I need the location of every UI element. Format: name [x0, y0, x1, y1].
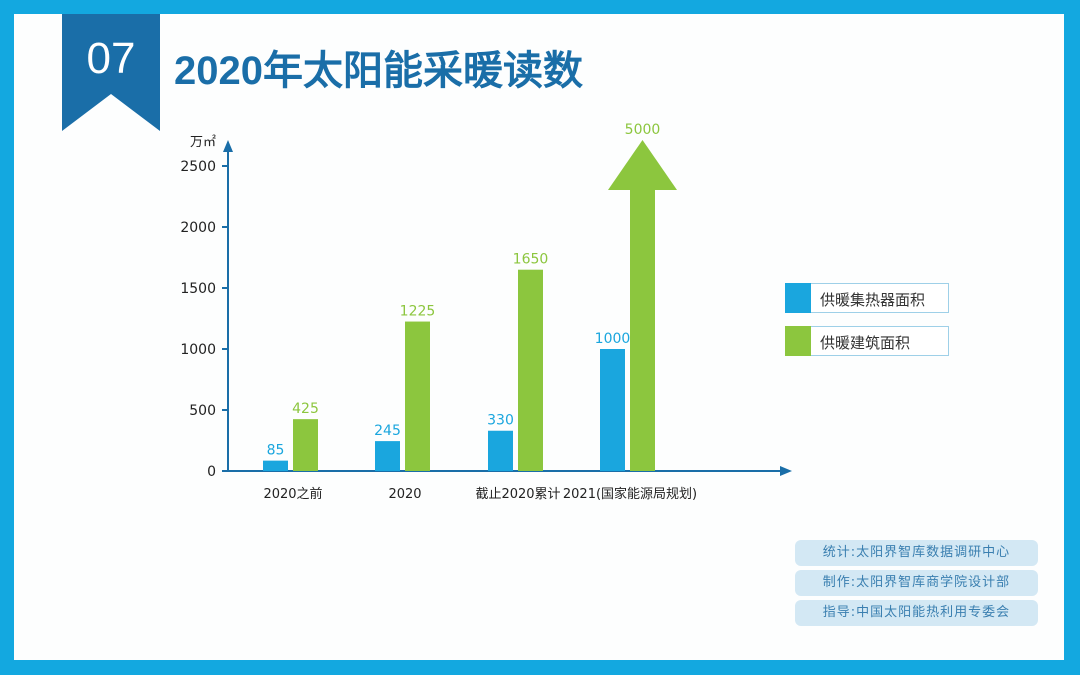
bar-value-label: 1225 — [400, 304, 436, 320]
bar — [600, 349, 625, 471]
legend-item-collector: 供暖集热器面积 — [785, 283, 949, 313]
y-tick-label: 1000 — [180, 342, 216, 358]
bar-value-label: 425 — [292, 401, 319, 417]
legend-swatch — [785, 283, 811, 313]
bar-arrow-head — [608, 140, 677, 190]
page-title: 2020年太阳能采暖读数 — [174, 49, 583, 93]
source-stats: 统计:太阳界智库数据调研中心 — [795, 540, 1038, 566]
bar-value-label: 330 — [487, 413, 514, 429]
y-tick-label: 0 — [207, 464, 216, 480]
bar — [293, 419, 318, 471]
y-axis-arrow — [223, 140, 233, 152]
y-tick-label: 2500 — [180, 159, 216, 175]
source-design: 制作:太阳界智库商学院设计部 — [795, 570, 1038, 596]
legend-label: 供暖建筑面积 — [820, 334, 911, 352]
x-tick-label: 截止2020累计 — [475, 487, 560, 502]
bar — [405, 321, 430, 471]
bar — [488, 430, 513, 471]
bar — [263, 460, 288, 471]
y-tick-label: 1500 — [180, 281, 216, 297]
y-tick-label: 500 — [189, 403, 216, 419]
section-ribbon — [62, 14, 160, 131]
y-axis-unit: 万㎡ — [190, 135, 216, 150]
x-tick-label: 2020 — [388, 487, 421, 502]
bar-value-label: 1650 — [513, 252, 549, 268]
x-tick-label: 2021(国家能源局规划) — [563, 486, 697, 502]
source-guidance: 指导:中国太阳能热利用专委会 — [795, 600, 1038, 626]
bar-value-label: 85 — [267, 443, 285, 459]
section-number: 07 — [86, 34, 136, 83]
bar — [630, 190, 655, 471]
legend-item-building: 供暖建筑面积 — [785, 326, 949, 356]
x-axis-arrow — [780, 466, 792, 476]
bar — [375, 441, 400, 471]
x-tick-label: 2020之前 — [263, 486, 322, 502]
bar-value-label: 5000 — [625, 122, 661, 138]
y-tick-label: 2000 — [180, 220, 216, 236]
bar-value-label: 1000 — [595, 331, 631, 347]
legend-swatch — [785, 326, 811, 356]
bar — [518, 269, 543, 471]
legend-label: 供暖集热器面积 — [820, 291, 926, 309]
bar-value-label: 245 — [374, 423, 401, 439]
